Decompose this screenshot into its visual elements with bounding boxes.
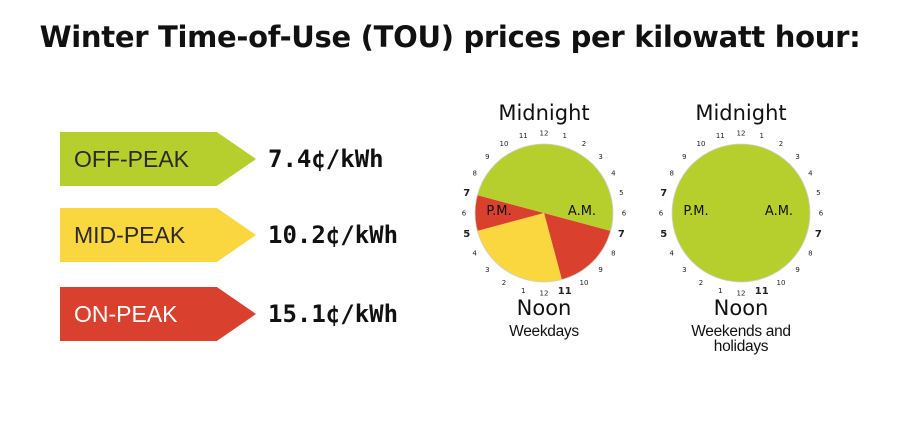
off-peak-segment	[477, 143, 614, 231]
on-peak-label: ON-PEAK	[74, 301, 178, 327]
hour-label: 4	[472, 250, 477, 258]
hour-label: 5	[660, 229, 667, 240]
hour-label: 7	[618, 229, 625, 240]
weekday-caption: Weekdays	[459, 323, 629, 340]
hour-label: 11	[755, 286, 769, 297]
hour-label: 3	[485, 266, 489, 274]
caption-line: Weekends and	[691, 323, 791, 340]
hour-label: 7	[660, 188, 667, 199]
hour-label: 10	[500, 140, 509, 148]
hour-label: 3	[795, 153, 799, 161]
noon-label: Noon	[516, 296, 572, 320]
hour-label: 4	[808, 170, 813, 178]
hour-label: 6	[659, 210, 664, 218]
mid-peak-label: MID-PEAK	[74, 222, 186, 248]
hour-label: 6	[819, 210, 824, 218]
hour-label: 11	[519, 132, 528, 140]
weekend-clock: Midnight 12 1 2 3 4 5 6 7 8 9 10 11 12 1 2 3 4 5 6 7 8 9 10 11 P…	[656, 98, 826, 354]
hour-label: 5	[463, 229, 470, 240]
off-peak-arrow: OFF-PEAK	[60, 132, 256, 186]
hour-label: 3	[598, 153, 602, 161]
hour-label: 1	[718, 287, 722, 295]
hour-label: 12	[540, 130, 549, 138]
pm-label: P.M.	[683, 204, 708, 219]
am-label: A.M.	[765, 204, 793, 219]
on-peak-arrow: ON-PEAK	[60, 287, 256, 341]
hour-label: 3	[682, 266, 686, 274]
mid-peak-arrow: MID-PEAK	[60, 208, 256, 262]
tier-on-peak: ON-PEAK 15.1¢/kWh	[60, 287, 460, 341]
weekday-clock: Midnight 12 1 2 3 4 5 6 7 8 9 10 11 12 1 2 3 4 5 6 7 8 9 10 11 P…	[459, 98, 629, 339]
hour-label: 1	[759, 132, 763, 140]
hour-label: 12	[540, 290, 549, 298]
hour-label: 12	[737, 290, 746, 298]
page-title: Winter Time-of-Use (TOU) prices per kilo…	[39, 20, 861, 54]
off-peak-label: OFF-PEAK	[74, 146, 190, 172]
hour-label: 2	[699, 279, 703, 287]
off-peak-segment	[672, 144, 810, 282]
hour-label: 4	[611, 170, 616, 178]
hour-label: 10	[580, 279, 589, 287]
hour-label: 10	[777, 279, 786, 287]
hour-label: 8	[808, 250, 812, 258]
hour-label: 2	[779, 140, 783, 148]
hour-label: 9	[485, 153, 489, 161]
caption-line: holidays	[713, 338, 769, 355]
hour-label: 4	[669, 250, 674, 258]
off-peak-price: 7.4¢/kWh	[268, 145, 384, 173]
hour-label: 7	[815, 229, 822, 240]
noon-label: Noon	[713, 296, 769, 320]
hour-label: 5	[816, 189, 820, 197]
on-peak-segment	[474, 195, 544, 231]
on-peak-segment	[544, 213, 611, 280]
hour-label: 9	[795, 266, 799, 274]
hour-label: 12	[737, 130, 746, 138]
hour-label: 1	[562, 132, 566, 140]
hour-label: 8	[669, 170, 673, 178]
weekend-caption: Weekends and holidays	[656, 323, 826, 355]
dial-ring	[474, 143, 614, 283]
on-peak-price: 15.1¢/kWh	[268, 300, 399, 328]
hour-label: 9	[598, 266, 602, 274]
tier-mid-peak: MID-PEAK 10.2¢/kWh	[60, 208, 460, 262]
hour-label: 8	[472, 170, 476, 178]
hour-label: 6	[622, 210, 627, 218]
hour-label: 8	[611, 250, 615, 258]
caption-line: Weekdays	[509, 323, 579, 340]
hour-label: 10	[697, 140, 706, 148]
hour-label: 9	[682, 153, 686, 161]
midnight-label: Midnight	[695, 101, 787, 125]
am-label: A.M.	[568, 204, 596, 219]
hour-label: 6	[462, 210, 467, 218]
dial-ring	[671, 143, 811, 283]
hour-label: 11	[716, 132, 725, 140]
mid-peak-price: 10.2¢/kWh	[268, 221, 399, 249]
hour-label: 1	[521, 287, 525, 295]
midnight-label: Midnight	[498, 101, 590, 125]
hour-label: 7	[463, 188, 470, 199]
hour-label: 2	[582, 140, 586, 148]
hour-label: 2	[502, 279, 506, 287]
tier-off-peak: OFF-PEAK 7.4¢/kWh	[60, 132, 460, 186]
hour-label: 5	[619, 189, 623, 197]
pm-label: P.M.	[486, 204, 511, 219]
hour-label: 11	[558, 286, 572, 297]
